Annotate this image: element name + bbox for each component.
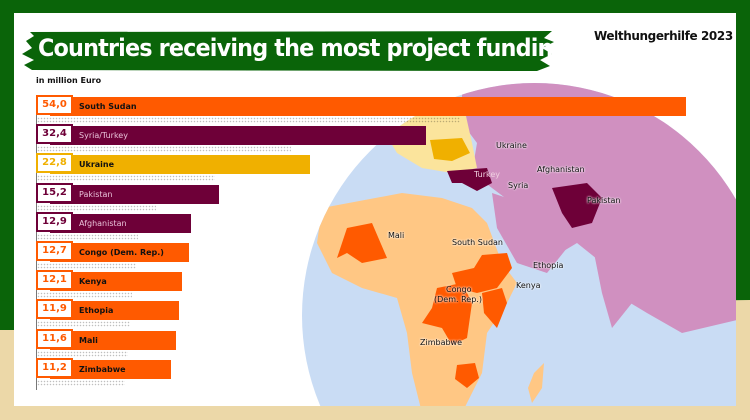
- bar: [50, 155, 311, 175]
- bar-stem: [36, 231, 37, 244]
- bar: [50, 97, 687, 116]
- map-label-ethiopia: Ethopia: [533, 261, 564, 270]
- title-banner: [22, 31, 554, 71]
- map-label-syria: Syria: [508, 181, 529, 190]
- bar: [50, 272, 182, 292]
- source-label: Welthungerhilfe 2023: [594, 29, 733, 43]
- bar-shadow: [37, 204, 156, 211]
- map-label-turkey: Turkey: [474, 170, 501, 179]
- bar-label: Pakistan: [79, 189, 113, 199]
- map-label-mali: Mali: [388, 231, 405, 240]
- bar-shadow: [37, 117, 460, 123]
- bar-shadow: [37, 321, 131, 328]
- bar-label: South Sudan: [79, 102, 137, 111]
- bar-stem: [36, 319, 37, 332]
- map-label-kenya: Kenya: [516, 281, 541, 290]
- bar-shadow: [37, 350, 128, 357]
- bar: [50, 213, 192, 233]
- bar-stem: [36, 144, 37, 157]
- bar-label: Syria/Turkey: [79, 131, 128, 141]
- bar-shadow: [37, 146, 291, 153]
- bar-value: 11,9: [36, 299, 73, 320]
- page-title: Countries receiving the most project fun…: [38, 34, 569, 62]
- bar-stem: [36, 290, 37, 303]
- bar-stem: [36, 348, 37, 361]
- bar-label: Mali: [79, 335, 98, 345]
- map-label-zimbabwe: Zimbabwe: [420, 338, 463, 347]
- bar-shadow: [37, 292, 132, 299]
- bar-shadow: [37, 263, 137, 269]
- bar-stem: [36, 261, 37, 273]
- map-label-congo-2: (Dem. Rep.): [434, 295, 482, 304]
- bar-label: Afghanistan: [79, 218, 127, 228]
- map-label-congo-1: Congo: [446, 285, 472, 294]
- bar-label: Ethopia: [79, 306, 114, 316]
- unit-label: in million Euro: [36, 76, 102, 85]
- map-label-pakistan: Pakistan: [587, 196, 621, 205]
- bar-shadow: [37, 233, 138, 240]
- bar: [50, 184, 219, 204]
- bar-stem: [36, 377, 37, 390]
- bar: [50, 301, 180, 321]
- bar-stem: [36, 173, 37, 186]
- map-label-south-sudan: South Sudan: [452, 238, 503, 247]
- bar-value: 12,7: [36, 241, 73, 261]
- bar-value: 11,2: [36, 357, 73, 378]
- bar: [50, 330, 176, 350]
- bar-value: 32,4: [36, 124, 73, 145]
- bar-value: 12,9: [36, 211, 73, 232]
- bar-label: Ukraine: [79, 160, 115, 170]
- map-shapes: [317, 83, 736, 406]
- bar-label: Congo (Dem. Rep.): [79, 248, 164, 257]
- bar-stem: [36, 202, 37, 215]
- bar-shadow: [37, 379, 125, 386]
- content-panel: Ukraine Turkey Syria Afghanistan Pakista…: [14, 13, 736, 406]
- bar-value: 22,8: [36, 153, 73, 174]
- bar-shadow: [37, 175, 216, 182]
- bar-label: Zimbabwe: [79, 364, 126, 374]
- bar-value: 12,1: [36, 270, 73, 291]
- bar: [50, 243, 189, 262]
- bar-stem: [36, 115, 37, 127]
- bar-value: 15,2: [36, 182, 73, 203]
- bar-value: 54,0: [36, 95, 73, 115]
- bar: [50, 359, 171, 379]
- bar-value: 11,6: [36, 328, 73, 349]
- map-label-ukraine: Ukraine: [496, 141, 527, 150]
- map-label-afghanistan: Afghanistan: [537, 165, 585, 174]
- bar-label: Kenya: [79, 277, 107, 287]
- bar: [50, 126, 427, 146]
